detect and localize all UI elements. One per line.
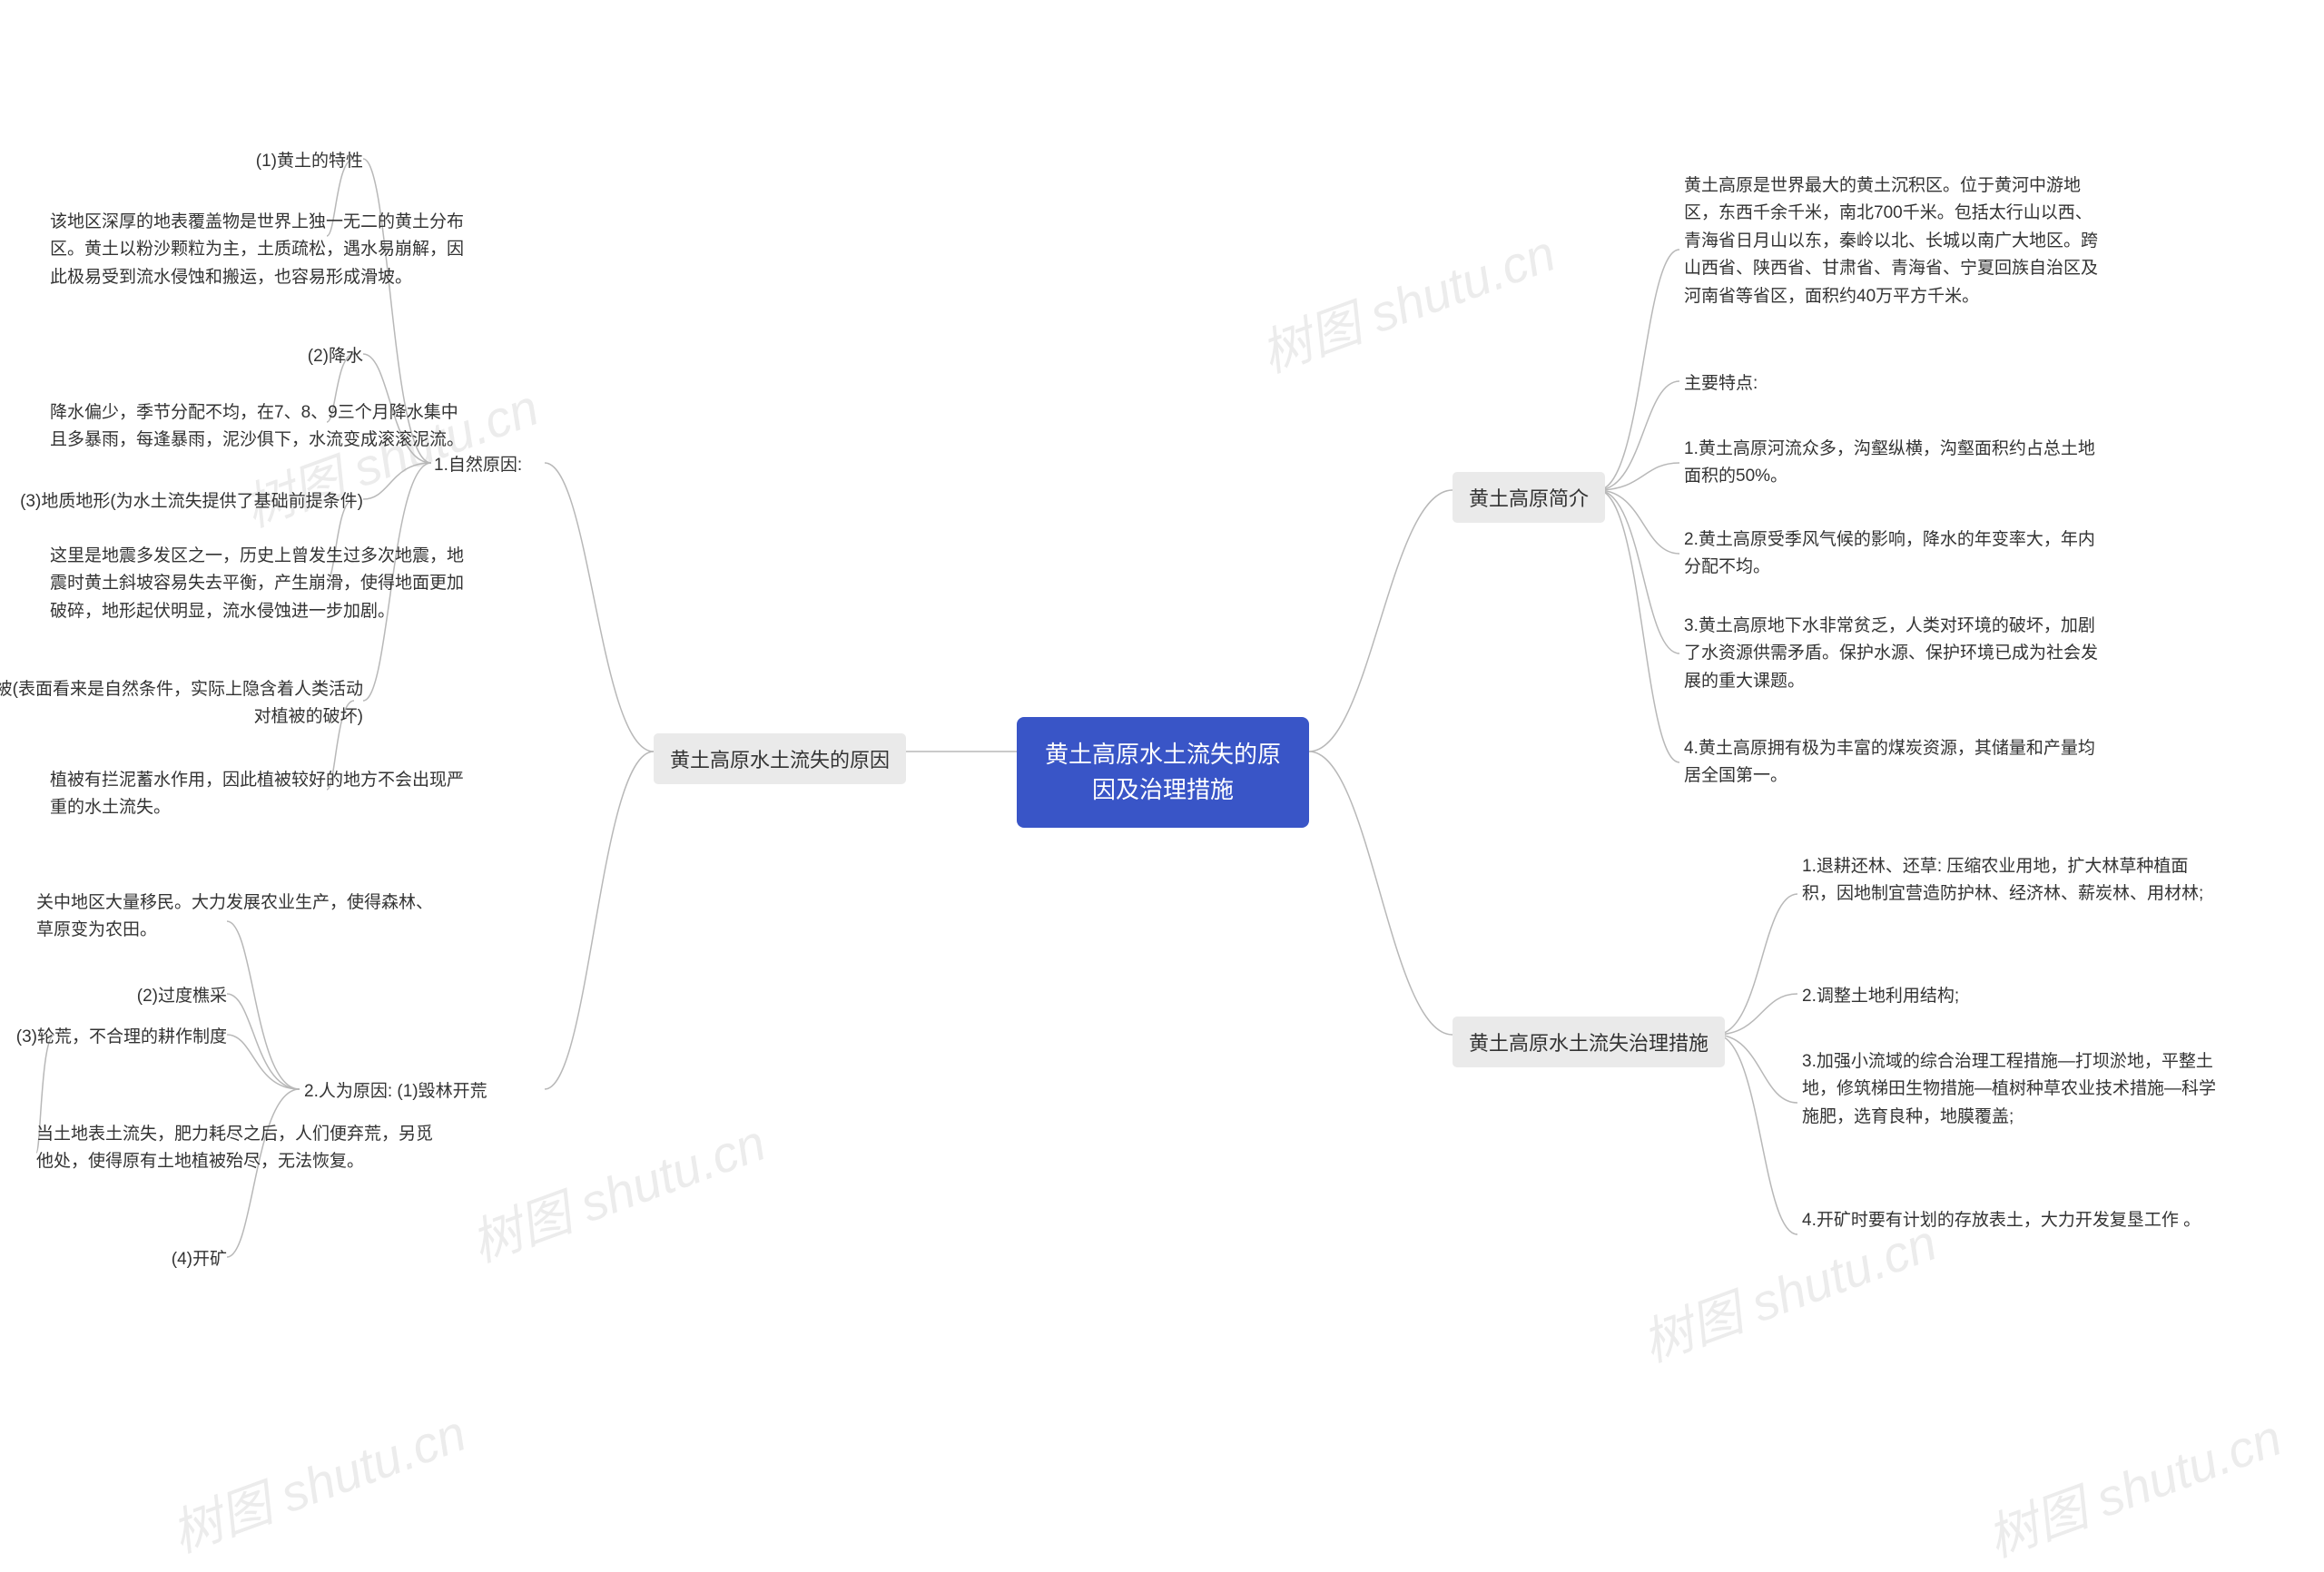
nat-3-body: 这里是地震多发区之一，历史上曾发生过多次地震，地震时黄土斜坡容易失去平衡，产生崩…	[50, 543, 468, 625]
measure-b: 2.调整土地利用结构;	[1802, 983, 1959, 1010]
watermark: 树图 shutu.cn	[1249, 212, 1564, 387]
right-branch-measures: 黄土高原水土流失治理措施	[1452, 1017, 1725, 1067]
measure-c: 3.加强小流域的综合治理工程措施—打坝淤地，平整土地，修筑梯田生物措施—植树种草…	[1802, 1048, 2220, 1131]
measure-a: 1.退耕还林、还草: 压缩农业用地，扩大林草种植面积，因地制宜营造防护林、经济林…	[1802, 853, 2220, 909]
intro-a: 黄土高原是世界最大的黄土沉积区。位于黄河中游地区，东西千余千米，南北700千米。…	[1684, 172, 2102, 310]
hum-3-title: (3)轮荒，不合理的耕作制度	[0, 1024, 227, 1051]
human-causes-label: 2.人为原因: (1)毁林开荒	[304, 1078, 487, 1105]
nat-1-title: (1)黄土的特性	[256, 148, 363, 175]
right-branch-intro: 黄土高原简介	[1452, 472, 1605, 523]
natural-causes-label: 1.自然原因:	[434, 452, 522, 479]
root-node: 黄土高原水土流失的原因及治理措施	[1017, 717, 1309, 828]
nat-2-body: 降水偏少，季节分配不均，在7、8、9三个月降水集中且多暴雨，每逢暴雨，泥沙俱下，…	[50, 399, 468, 455]
nat-2-title: (2)降水	[308, 343, 363, 370]
intro-e: 3.黄土高原地下水非常贫乏，人类对环境的破坏，加剧了水资源供需矛盾。保护水源、保…	[1684, 613, 2102, 695]
intro-b: 主要特点:	[1684, 370, 1758, 398]
intro-c: 1.黄土高原河流众多，沟壑纵横，沟壑面积约占总土地面积的50%。	[1684, 436, 2102, 491]
watermark: 树图 shutu.cn	[459, 1102, 774, 1276]
hum-4-title: (4)开矿	[172, 1246, 227, 1273]
nat-4-body: 植被有拦泥蓄水作用，因此植被较好的地方不会出现严重的水土流失。	[50, 767, 468, 822]
intro-d: 2.黄土高原受季风气候的影响，降水的年变率大，年内分配不均。	[1684, 526, 2102, 582]
nat-1-body: 该地区深厚的地表覆盖物是世界上独一无二的黄土分布区。黄土以粉沙颗粒为主，土质疏松…	[50, 209, 468, 291]
hum-2-title: (2)过度樵采	[137, 983, 227, 1010]
hum-1-body: 关中地区大量移民。大力发展农业生产，使得森林、草原变为农田。	[36, 889, 436, 945]
watermark: 树图 shutu.cn	[160, 1392, 475, 1567]
left-branch-causes: 黄土高原水土流失的原因	[654, 733, 906, 784]
intro-f: 4.黄土高原拥有极为丰富的煤炭资源，其储量和产量均居全国第一。	[1684, 735, 2102, 791]
nat-4-title: (4)植被(表面看来是自然条件，实际上隐含着人类活动对植被的破坏)	[0, 676, 363, 732]
watermark: 树图 shutu.cn	[1975, 1397, 2290, 1571]
nat-3-title: (3)地质地形(为水土流失提供了基础前提条件)	[0, 488, 363, 516]
hum-3-body: 当土地表土流失，肥力耗尽之后，人们便弃荒，另觅他处，使得原有土地植被殆尽，无法恢…	[36, 1121, 436, 1176]
measure-d: 4.开矿时要有计划的存放表土，大力开发复垦工作 。	[1802, 1207, 2220, 1234]
